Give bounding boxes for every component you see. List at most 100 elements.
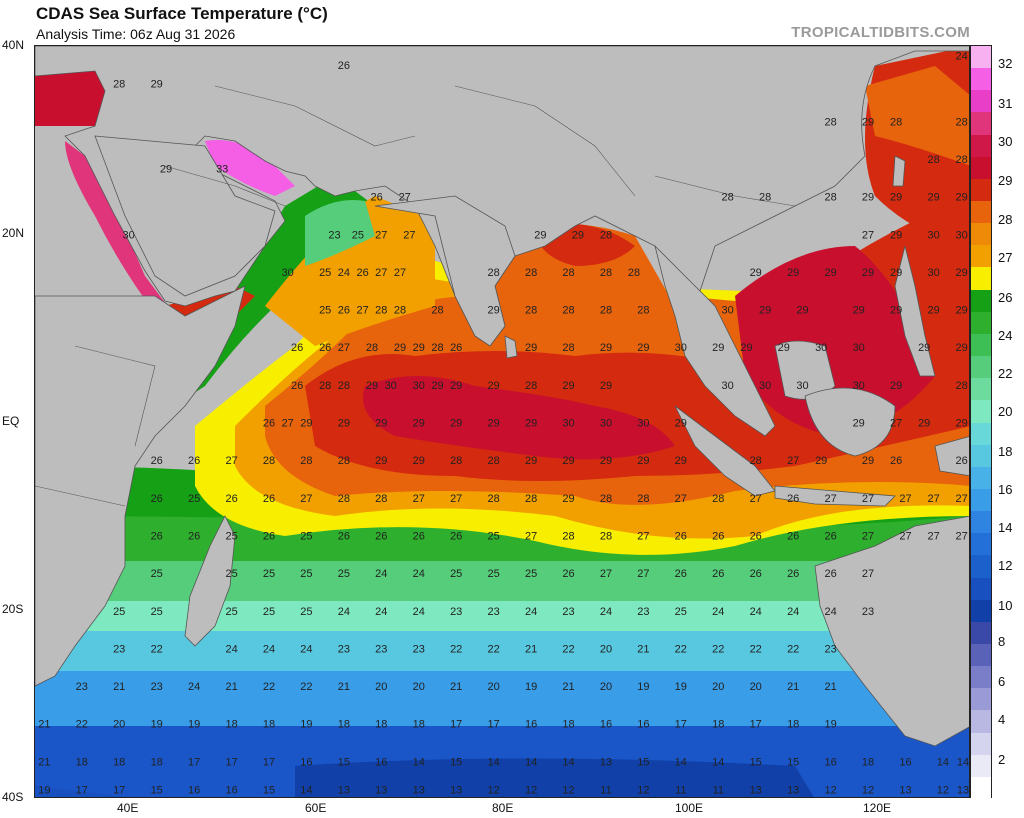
sst-value-label: 29 — [525, 342, 537, 354]
sst-value-label: 25 — [300, 568, 312, 580]
sst-value-label: 27 — [862, 229, 874, 241]
sst-value-label: 12 — [937, 785, 949, 797]
sst-value-label: 28 — [263, 455, 275, 467]
sst-value-label: 27 — [394, 267, 406, 279]
sst-value-label: 20 — [375, 681, 387, 693]
sst-value-label: 24 — [188, 681, 200, 693]
sst-value-label: 25 — [225, 568, 237, 580]
sst-value-label: 21 — [525, 643, 537, 655]
colorbar-swatch — [971, 378, 991, 401]
colorbar-swatch — [971, 444, 991, 468]
sst-value-label: 30 — [600, 418, 612, 430]
sst-value-label: 25 — [300, 606, 312, 618]
sst-value-label: 11 — [600, 785, 611, 797]
indochina-south — [774, 340, 836, 400]
sst-value-label: 22 — [263, 681, 275, 693]
colorbar-swatch — [971, 466, 991, 490]
africa — [35, 285, 246, 687]
sst-value-label: 27 — [899, 530, 911, 542]
sst-value-label: 13 — [600, 756, 612, 768]
lon-label-40e: 40E — [117, 801, 139, 815]
colorbar-swatch — [971, 156, 991, 180]
sst-value-label: 28 — [525, 493, 537, 505]
sst-value-label: 14 — [413, 756, 425, 768]
sst-value-label: 12 — [562, 785, 574, 797]
sst-value-label: 29 — [955, 305, 967, 317]
sst-value-label: 15 — [450, 756, 462, 768]
sst-value-label: 28 — [525, 305, 537, 317]
colorbar-swatch — [971, 178, 991, 202]
sst-value-label: 29 — [927, 305, 939, 317]
sst-value-label: 14 — [562, 756, 574, 768]
sst-value-label: 26 — [375, 530, 387, 542]
colorbar-swatch — [971, 754, 991, 778]
sst-value-label: 22 — [300, 681, 312, 693]
sst-value-label: 19 — [38, 785, 50, 797]
sst-value-label: 26 — [291, 380, 303, 392]
sst-value-label: 29 — [600, 455, 612, 467]
sst-value-label: 26 — [413, 530, 425, 542]
sst-value-label: 29 — [525, 455, 537, 467]
colorbar-swatch — [971, 511, 991, 534]
sst-value-label: 29 — [862, 267, 874, 279]
taiwan — [892, 155, 906, 187]
sst-value-label: 25 — [352, 229, 364, 241]
sst-value-label: 15 — [151, 785, 163, 797]
sst-value-label: 29 — [890, 380, 902, 392]
sst-value-label: 23 — [637, 606, 649, 618]
sst-value-label: 29 — [759, 305, 771, 317]
sst-value-label: 15 — [750, 756, 762, 768]
sst-value-label: 14 — [487, 756, 499, 768]
sst-value-label: 30 — [122, 229, 134, 241]
sst-value-label: 14 — [675, 756, 687, 768]
lon-label-80e: 80E — [492, 801, 514, 815]
sst-value-label: 20 — [600, 643, 612, 655]
sst-value-label: 28 — [955, 116, 967, 128]
sst-value-label: 29 — [450, 418, 462, 430]
sst-value-label: 28 — [600, 267, 612, 279]
sst-value-label: 27 — [787, 455, 799, 467]
sst-value-label: 23 — [862, 606, 874, 618]
sst-value-label: 17 — [675, 719, 687, 731]
colorbar-swatch — [971, 311, 991, 335]
sst-value-label: 29 — [562, 493, 574, 505]
sst-value-label: 15 — [338, 756, 350, 768]
sst-value-label: 28 — [600, 493, 612, 505]
sst-value-label: 28 — [487, 267, 499, 279]
sst-value-label: 22 — [675, 643, 687, 655]
colorbar-tick-label: 24 — [998, 328, 1013, 343]
sst-value-label: 28 — [300, 455, 312, 467]
sst-value-label: 26 — [151, 455, 163, 467]
sst-value-label: 25 — [113, 606, 125, 618]
colorbar-tick-label: 4 — [998, 712, 1006, 727]
med-sea — [35, 71, 105, 126]
sst-value-label: 13 — [338, 785, 350, 797]
sst-value-label: 17 — [113, 785, 125, 797]
sst-value-label: 13 — [899, 785, 911, 797]
sst-value-label: 28 — [366, 342, 378, 354]
sst-value-label: 29 — [740, 342, 752, 354]
sst-value-label: 27 — [413, 493, 425, 505]
sst-value-label: 21 — [824, 681, 836, 693]
sst-value-label: 15 — [787, 756, 799, 768]
sst-value-label: 29 — [675, 455, 687, 467]
sst-value-label: 30 — [815, 342, 827, 354]
sst-value-label: 12 — [862, 785, 874, 797]
sst-value-label: 23 — [824, 643, 836, 655]
sst-value-label: 33 — [216, 163, 228, 175]
sst-value-label: 20 — [413, 681, 425, 693]
sst-value-label: 20 — [113, 719, 125, 731]
sst-value-label: 13 — [750, 785, 762, 797]
sst-value-label: 25 — [319, 267, 331, 279]
sst-value-label: 26 — [824, 530, 836, 542]
colorbar-swatch — [971, 90, 991, 114]
colorbar-swatch — [971, 776, 991, 800]
sst-value-label: 22 — [562, 643, 574, 655]
sst-value-label: 26 — [955, 455, 967, 467]
sst-value-label: 21 — [338, 681, 350, 693]
sst-value-label: 20 — [750, 681, 762, 693]
sst-value-label: 28 — [562, 305, 574, 317]
sst-value-label: 28 — [113, 79, 125, 91]
sst-value-label: 19 — [525, 681, 537, 693]
sst-field — [35, 46, 969, 797]
